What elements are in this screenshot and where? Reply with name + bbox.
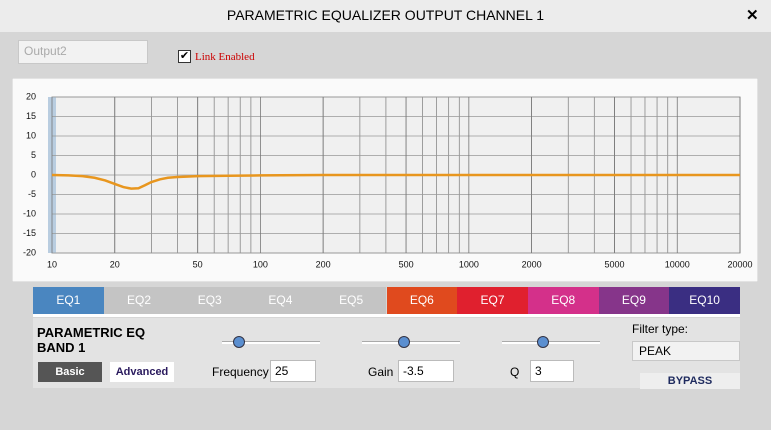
close-button[interactable]: ✕ (746, 7, 759, 24)
frequency-label: Frequency (212, 365, 269, 379)
gain-label: Gain (368, 365, 394, 379)
title-bar (0, 0, 771, 32)
eq-tab[interactable]: EQ3 (174, 287, 246, 314)
frequency-knob[interactable] (233, 336, 245, 348)
x-tick-label: 10000 (665, 259, 690, 269)
link-label: Link Enabled (195, 51, 255, 63)
y-tick-label: 5 (31, 150, 36, 160)
eq-tab[interactable]: EQ7 (457, 287, 528, 314)
x-tick-label: 1000 (459, 259, 479, 269)
y-tick-label: 10 (26, 130, 36, 140)
frequency-input[interactable]: 25 (270, 360, 316, 382)
y-tick-label: -5 (28, 189, 36, 199)
tab-bar: EQ1 EQ2 EQ3 EQ4 EQ5 EQ6 EQ7 EQ8 EQ9 EQ10 (33, 287, 740, 314)
y-tick-label: 0 (31, 169, 36, 179)
x-tick-label: 2000 (522, 259, 542, 269)
y-tick-label: -10 (23, 208, 36, 218)
eq-tab[interactable]: EQ9 (598, 287, 670, 314)
x-tick-label: 10 (47, 259, 57, 269)
eq-tab[interactable]: EQ4 (245, 287, 316, 314)
gain-slider[interactable] (362, 341, 460, 344)
eq-tab[interactable]: EQ2 (103, 287, 175, 314)
frequency-slider[interactable] (222, 341, 320, 344)
filter-type-label: Filter type: (632, 322, 689, 336)
advanced-button[interactable]: Advanced (110, 362, 174, 382)
eq-tab[interactable]: EQ10 (669, 287, 740, 314)
response-curve (51, 173, 740, 190)
y-tick-label: -15 (23, 228, 36, 238)
x-tick-label: 200 (316, 259, 331, 269)
x-tick-label: 20 (110, 259, 120, 269)
tab-underline (33, 314, 740, 317)
x-tick-label: 500 (399, 259, 414, 269)
gain-knob[interactable] (398, 336, 410, 348)
y-tick-label: 15 (26, 111, 36, 121)
q-label: Q (510, 365, 520, 379)
filter-type-field[interactable]: PEAK (632, 341, 740, 361)
y-tick-label: -20 (23, 247, 36, 257)
q-input[interactable]: 3 (530, 360, 574, 382)
window-title: PARAMETRIC EQUALIZER OUTPUT CHANNEL 1 (226, 7, 545, 23)
band-title: PARAMETRIC EQ BAND 1 (37, 325, 146, 355)
x-tick-label: 20000 (727, 259, 752, 269)
gain-input[interactable]: -3.5 (398, 360, 454, 382)
eq-tab[interactable]: EQ5 (315, 287, 387, 314)
eq-tab[interactable]: EQ6 (386, 287, 458, 314)
link-checkbox[interactable]: ✔ (178, 50, 191, 63)
bypass-button[interactable]: BYPASS (640, 373, 740, 389)
eq-tab[interactable]: EQ8 (527, 287, 599, 314)
basic-button[interactable]: Basic (38, 362, 102, 382)
q-slider[interactable] (502, 341, 600, 344)
x-tick-label: 50 (193, 259, 203, 269)
output-field[interactable]: Output2 (18, 40, 148, 64)
y-tick-label: 20 (26, 91, 36, 101)
eq-tab[interactable]: EQ1 (33, 287, 104, 314)
x-tick-label: 5000 (605, 259, 625, 269)
x-tick-label: 100 (253, 259, 268, 269)
q-knob[interactable] (537, 336, 549, 348)
